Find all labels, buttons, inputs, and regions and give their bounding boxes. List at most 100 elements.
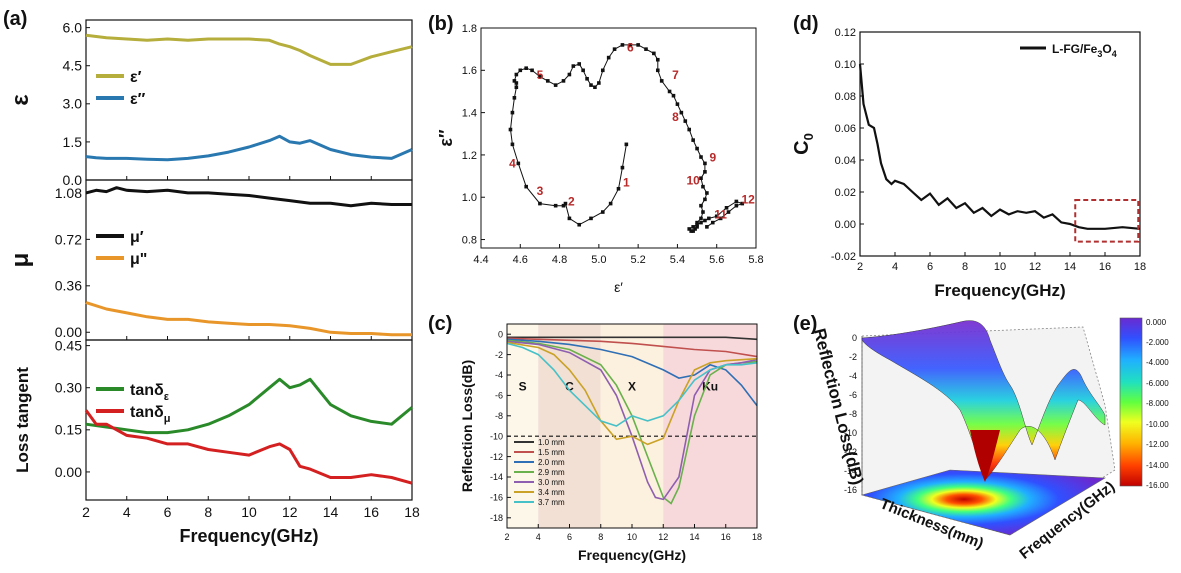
band-region bbox=[600, 324, 664, 528]
data-point bbox=[567, 216, 572, 221]
legend-label: 1.0 mm bbox=[538, 438, 565, 447]
x-axis-tick-label: 4 bbox=[892, 261, 898, 273]
x-axis-tick-label: 10 bbox=[994, 261, 1006, 273]
semicircle-annotation: 5 bbox=[537, 68, 544, 82]
legend-label: tanδμ bbox=[130, 404, 170, 425]
y-axis-title: ε bbox=[7, 94, 34, 105]
legend-label: L-FG/Fe3O4 bbox=[1052, 42, 1117, 59]
data-point bbox=[524, 184, 528, 189]
y-axis-tick-label: 0.04 bbox=[835, 155, 856, 167]
y-axis-tick-label: 6.0 bbox=[63, 20, 83, 36]
series-line bbox=[85, 33, 413, 66]
x-axis-tick-label: 12 bbox=[282, 504, 298, 520]
x-axis-tick-label: 10 bbox=[241, 504, 257, 520]
data-point bbox=[512, 79, 517, 83]
semicircle-annotation: 12 bbox=[741, 193, 755, 207]
data-point bbox=[659, 79, 664, 83]
x-axis-title: Frequency(GHz) bbox=[179, 526, 318, 546]
x-axis-tick-label: 12 bbox=[658, 532, 668, 542]
y-axis-tick-label: 0.00 bbox=[55, 464, 82, 480]
legend-text: L-FG/Fe bbox=[1052, 42, 1098, 56]
data-point bbox=[683, 119, 688, 123]
data-point bbox=[655, 68, 660, 73]
y-axis-tick-label: 0.36 bbox=[55, 278, 82, 294]
series-line bbox=[85, 377, 413, 435]
data-point bbox=[703, 218, 707, 223]
data-point bbox=[703, 161, 707, 166]
semicircle-annotation: 10 bbox=[686, 174, 700, 188]
data-point bbox=[655, 57, 660, 62]
y-axis-tick-label: 1.08 bbox=[55, 185, 82, 201]
z-tick-label: -4 bbox=[849, 371, 857, 381]
legend-label: 2.0 mm bbox=[538, 458, 565, 467]
semicircle-annotation: 6 bbox=[627, 40, 634, 54]
series-line bbox=[506, 341, 758, 446]
y-axis-tick-label: 1.2 bbox=[462, 150, 477, 162]
x-axis-title: Frequency(GHz) bbox=[934, 281, 1065, 300]
x-axis-tick-label: 5.8 bbox=[748, 254, 763, 266]
y-axis-title: Loss tangent bbox=[13, 367, 32, 473]
band-region bbox=[663, 324, 757, 528]
semicircle-annotation: 7 bbox=[672, 68, 679, 82]
data-point bbox=[624, 142, 629, 147]
z-tick-label: 0 bbox=[852, 333, 857, 343]
y-axis-tick-label: -4 bbox=[495, 370, 503, 380]
panel-d: (d) 2 4 6 8 10 12 14 16 18 -0.02 0.00 0.02 0.04 0.06 0.… bbox=[791, 13, 1146, 300]
data-point bbox=[701, 184, 705, 189]
x-axis-tick-label: 18 bbox=[404, 504, 420, 520]
data-point bbox=[718, 216, 723, 221]
legend-text: O bbox=[1102, 42, 1111, 56]
series-line bbox=[858, 63, 1141, 230]
legend-label: 3.7 mm bbox=[538, 498, 565, 507]
data-point bbox=[705, 225, 709, 229]
band-label: Ku bbox=[702, 379, 718, 393]
series-line bbox=[506, 338, 758, 407]
data-point bbox=[724, 206, 729, 210]
y-axis-tick-label: 0.00 bbox=[835, 219, 856, 231]
data-point bbox=[667, 89, 672, 94]
data-point bbox=[628, 43, 633, 47]
x-axis-tick-label: 8 bbox=[598, 532, 603, 542]
highlight-box bbox=[1074, 199, 1140, 243]
y-axis-tick-label: 0.06 bbox=[835, 123, 856, 135]
y-axis-tick-label: 3.0 bbox=[63, 96, 83, 112]
semicircle-annotation: 2 bbox=[568, 195, 575, 209]
z-tick-label: -12 bbox=[844, 447, 857, 457]
legend-label: 3.4 mm bbox=[538, 488, 565, 497]
series-line bbox=[85, 134, 413, 162]
band-label: C bbox=[565, 379, 574, 393]
data-point bbox=[734, 203, 739, 208]
y-axis-title: μ bbox=[7, 253, 34, 268]
z-tick-label: -2 bbox=[849, 352, 857, 362]
data-point bbox=[600, 210, 605, 214]
data-point bbox=[691, 229, 695, 233]
semicircle-annotation: 9 bbox=[709, 150, 716, 164]
data-point bbox=[518, 68, 523, 73]
y-axis-tick-label: 0.10 bbox=[835, 59, 856, 71]
y-axis-tick-label: 1.5 bbox=[63, 134, 83, 150]
data-point bbox=[714, 214, 719, 219]
legend-subscript: 3 bbox=[1097, 49, 1102, 59]
x-axis-tick-label: 2 bbox=[82, 504, 90, 520]
y-axis-tick-label: -10 bbox=[490, 431, 503, 441]
colorbar: 0.000 -2.000 -4.000 -6.000 -8.000 -10.00… bbox=[1119, 317, 1169, 490]
data-point bbox=[699, 216, 703, 221]
legend-subscript: ε bbox=[164, 391, 170, 403]
colorbar-tick-label: 0.000 bbox=[1146, 318, 1167, 327]
data-point bbox=[620, 165, 625, 170]
x-axis-tick-label: 8 bbox=[962, 261, 968, 273]
z-tick-label: -6 bbox=[849, 390, 857, 400]
x-axis-tick-label: 4 bbox=[536, 532, 541, 542]
data-point bbox=[567, 72, 572, 77]
y-axis-tick-label: -0.02 bbox=[831, 251, 856, 263]
data-point bbox=[679, 110, 684, 115]
series-line bbox=[507, 336, 758, 341]
data-point bbox=[538, 201, 542, 206]
colorbar-tick-label: -6.000 bbox=[1146, 379, 1169, 388]
panel-c: (c) S C X Ku 2 4 6 8 10 12 14 16 18 0 -2 -4 -6 -8 -10 -12 -14… bbox=[428, 313, 762, 563]
data-point bbox=[703, 170, 707, 174]
x-axis-tick-label: 14 bbox=[323, 504, 339, 520]
data-point bbox=[581, 68, 585, 73]
data-point bbox=[675, 102, 680, 106]
data-point bbox=[512, 96, 517, 100]
